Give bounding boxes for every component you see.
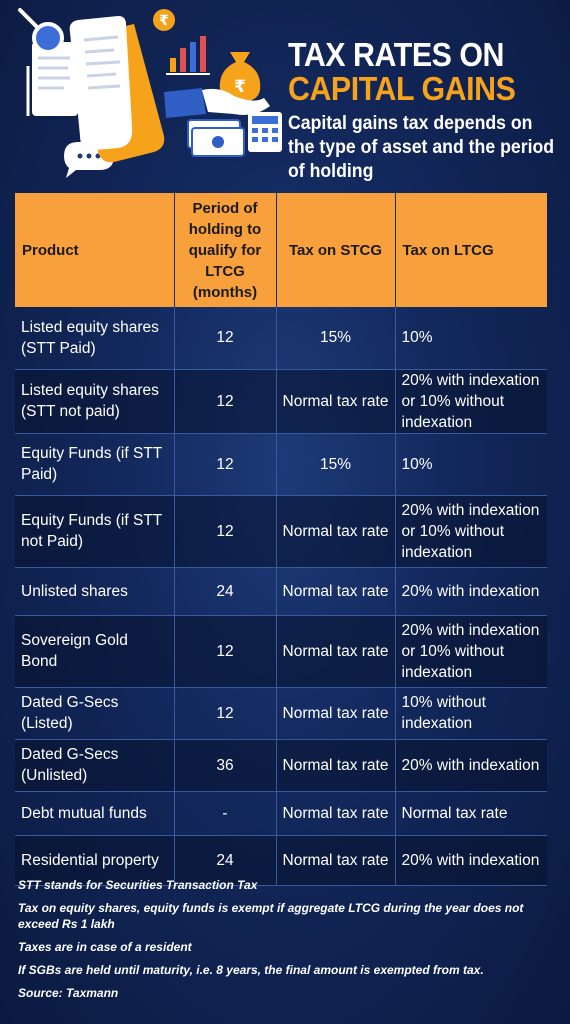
cell-period: - [174, 791, 277, 836]
cell-product: Dated G-Secs (Unlisted) [15, 739, 175, 792]
column-header-stcg: Tax on STCG [276, 193, 396, 307]
cell-ltcg: 20% with indexation or 10% without index… [395, 369, 547, 434]
table-row: Listed equity shares (STT Paid) 12 15% 10% [15, 307, 547, 370]
column-header-ltcg: Tax on LTCG [395, 193, 547, 307]
cell-ltcg: Normal tax rate [395, 791, 547, 836]
subtitle: Capital gains tax depends on the type of… [288, 113, 555, 182]
table-row: Residential property 24 Normal tax rate 20%… [15, 835, 547, 886]
cell-product: Equity Funds (if STT Paid) [15, 433, 175, 496]
banknote-icon [187, 119, 245, 157]
table-row: Equity Funds (if STT Paid) 12 15% 10% [15, 433, 547, 496]
cell-product: Listed equity shares (STT Paid) [15, 307, 175, 370]
cell-ltcg: 20% with indexation [395, 835, 547, 886]
cell-stcg: Normal tax rate [276, 495, 396, 568]
table-row: Listed equity shares (STT not paid) 12 Nor… [15, 369, 547, 434]
cell-product: Sovereign Gold Bond [15, 615, 175, 688]
table-row: Equity Funds (if STT not Paid) 12 Normal t… [15, 495, 547, 568]
source-note: Source: Taxmann [18, 986, 119, 1000]
table-row: Debt mutual funds - Normal tax rate Normal … [15, 791, 547, 836]
tax-rates-table: Product Period of holding to qualify for… [15, 193, 547, 886]
footnote: STT stands for Securities Transaction Ta… [18, 878, 258, 892]
table-header-row: Product Period of holding to qualify for… [15, 193, 547, 307]
svg-text:₹: ₹ [159, 13, 169, 29]
footnotes: STT stands for Securities Transaction Ta… [18, 877, 558, 1008]
cell-stcg: Normal tax rate [276, 615, 396, 688]
title-line1: TAX RATES ON [288, 36, 504, 73]
cell-period: 12 [174, 307, 277, 370]
cell-period: 24 [174, 835, 277, 886]
footnote: If SGBs are held until maturity, i.e. 8 … [18, 963, 484, 977]
cell-ltcg: 20% with indexation [395, 739, 547, 792]
cell-stcg: Normal tax rate [276, 791, 396, 836]
cell-product: Listed equity shares (STT not paid) [15, 369, 175, 434]
bar-chart-icon [166, 36, 210, 75]
table-row: Unlisted shares 24 Normal tax rate 20% with… [15, 567, 547, 616]
cell-stcg: Normal tax rate [276, 687, 396, 740]
cell-stcg: 15% [276, 307, 396, 370]
column-header-period: Period of holding to qualify for LTCG (m… [174, 193, 277, 307]
title-line2: CAPITAL GAINS [288, 70, 516, 107]
finance-illustration: ₹ ₹ [18, 8, 282, 178]
cell-period: 12 [174, 495, 277, 568]
cell-product: Dated G-Secs (Listed) [15, 687, 175, 740]
cell-ltcg: 10% without indexation [395, 687, 547, 740]
cell-period: 12 [174, 369, 277, 434]
column-header-product: Product [15, 193, 175, 307]
footnote: Tax on equity shares, equity funds is ex… [18, 901, 524, 931]
cell-stcg: Normal tax rate [276, 567, 396, 616]
calculator-icon [248, 112, 282, 152]
header: ₹ ₹ TAX RATES ON CA [0, 0, 570, 192]
cell-ltcg: 20% with indexation or 10% without index… [395, 495, 547, 568]
table-row: Dated G-Secs (Listed) 12 Normal tax rate 10… [15, 687, 547, 740]
cell-product: Residential property [15, 835, 175, 886]
cell-period: 36 [174, 739, 277, 792]
cell-period: 12 [174, 615, 277, 688]
document-icon [26, 16, 165, 163]
cell-ltcg: 20% with indexation [395, 567, 547, 616]
cell-period: 12 [174, 433, 277, 496]
cell-product: Equity Funds (if STT not Paid) [15, 495, 175, 568]
magnifier-icon [18, 8, 64, 54]
rupee-coin-icon: ₹ [153, 9, 175, 31]
money-bag-icon: ₹ [219, 52, 261, 102]
title-block: TAX RATES ON CAPITAL GAINS Capital gains… [288, 38, 564, 184]
cell-stcg: 15% [276, 433, 396, 496]
cell-ltcg: 10% [395, 307, 547, 370]
cell-ltcg: 10% [395, 433, 547, 496]
cell-period: 24 [174, 567, 277, 616]
cell-ltcg: 20% with indexation or 10% without index… [395, 615, 547, 688]
svg-text:₹: ₹ [234, 77, 246, 97]
cell-product: Unlisted shares [15, 567, 175, 616]
table-row: Dated G-Secs (Unlisted) 36 Normal tax rate… [15, 739, 547, 792]
table-row: Sovereign Gold Bond 12 Normal tax rate 20% … [15, 615, 547, 688]
cell-stcg: Normal tax rate [276, 835, 396, 886]
hand-icon [164, 88, 270, 118]
cell-stcg: Normal tax rate [276, 739, 396, 792]
footnote: Taxes are in case of a resident [18, 940, 192, 954]
cell-product: Debt mutual funds [15, 791, 175, 836]
cell-period: 12 [174, 687, 277, 740]
cell-stcg: Normal tax rate [276, 369, 396, 434]
